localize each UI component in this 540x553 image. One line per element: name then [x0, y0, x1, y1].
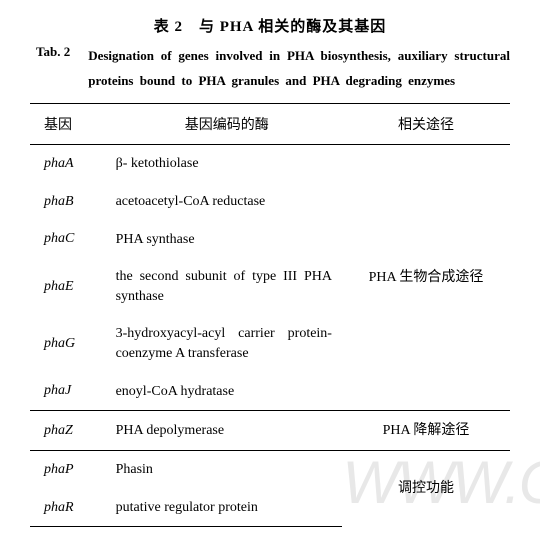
header-gene: 基因 [30, 104, 112, 145]
gene-cell: phaE [30, 258, 112, 315]
header-row: 基因 基因编码的酶 相关途径 [30, 104, 510, 145]
table-title-cn: 表 2 与 PHA 相关的酶及其基因 [30, 15, 510, 36]
table-title-en-wrapper: Tab. 2 Designation of genes involved in … [30, 44, 510, 93]
enzyme-cell: the second subunit of type III PHA synth… [112, 258, 342, 315]
gene-cell: phaJ [30, 373, 112, 411]
pathway-degradation: PHA 降解途径 [342, 411, 510, 451]
enzyme-cell: enoyl-CoA hydratase [112, 373, 342, 411]
header-enzyme: 基因编码的酶 [112, 104, 342, 145]
enzyme-cell: Phasin [112, 451, 342, 489]
pathway-biosynthesis: PHA 生物合成途径 [342, 145, 510, 411]
enzyme-cell: PHA synthase [112, 221, 342, 259]
enzyme-cell: putative regulator protein [112, 489, 342, 527]
gene-cell: phaG [30, 315, 112, 372]
table-row: phaZ PHA depolymerase PHA 降解途径 [30, 411, 510, 451]
pathway-regulation: 调控功能 [342, 451, 510, 527]
enzyme-cell: β- ketothiolase [112, 145, 342, 183]
gene-cell: phaC [30, 221, 112, 259]
enzyme-cell: 3-hydroxyacyl-acyl carrier protein-coenz… [112, 315, 342, 372]
pha-table: 基因 基因编码的酶 相关途径 phaA β- ketothiolase PHA … [30, 103, 510, 527]
table-row: phaA β- ketothiolase PHA 生物合成途径 [30, 145, 510, 183]
enzyme-cell: PHA depolymerase [112, 411, 342, 451]
gene-cell: phaP [30, 451, 112, 489]
enzyme-cell: acetoacetyl-CoA reductase [112, 183, 342, 221]
table-label-en: Tab. 2 [30, 44, 88, 93]
gene-cell: phaZ [30, 411, 112, 451]
gene-cell: phaA [30, 145, 112, 183]
table-row: phaP Phasin 调控功能 [30, 451, 510, 489]
gene-cell: phaB [30, 183, 112, 221]
header-pathway: 相关途径 [342, 104, 510, 145]
gene-cell: phaR [30, 489, 112, 527]
table-title-en: Designation of genes involved in PHA bio… [88, 44, 510, 93]
